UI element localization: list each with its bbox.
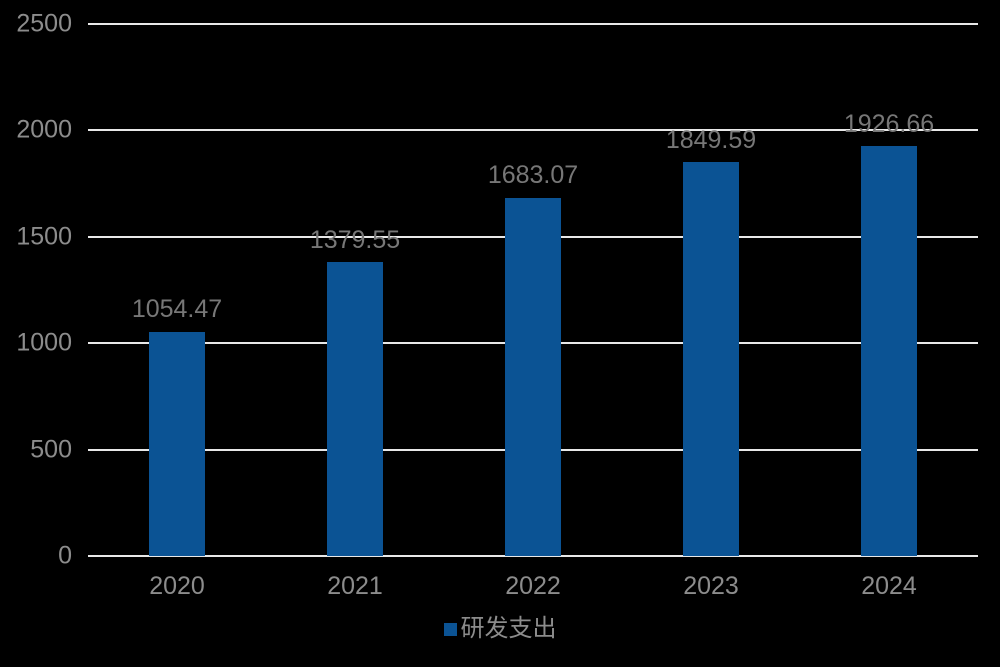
x-axis-label-2021: 2021 [327, 572, 383, 600]
x-axis-label-2024: 2024 [861, 572, 917, 600]
y-axis-tick-label: 1500 [16, 222, 72, 251]
bar-2023 [683, 162, 739, 556]
gridline [88, 23, 978, 25]
x-axis-label-2023: 2023 [683, 572, 739, 600]
bar-2021 [327, 262, 383, 556]
gridline [88, 555, 978, 557]
value-label-2021: 1379.55 [309, 225, 401, 254]
plot-area: 1054.47 2020 1379.55 2021 1683.07 2022 1849.59… [88, 23, 978, 600]
bar-2022 [505, 197, 561, 556]
y-axis-tick-label: 1000 [16, 328, 72, 357]
y-axis: 0 500 1000 1500 2000 2500 [0, 11, 72, 568]
square-swatch-icon [443, 622, 457, 636]
value-label-2022: 1683.07 [487, 161, 579, 190]
y-axis-tick-label: 500 [30, 435, 72, 464]
y-axis-tick-label: 2000 [16, 115, 72, 144]
legend: 研发支出 [0, 615, 1000, 642]
bar-2024 [861, 146, 917, 556]
y-axis-tick-label: 2500 [16, 9, 72, 38]
x-axis-label-2020: 2020 [149, 572, 205, 600]
x-axis-label-2022: 2022 [505, 572, 561, 600]
value-label-2023: 1849.59 [665, 125, 757, 154]
legend-label: 研发支出 [460, 615, 557, 642]
bar-2020 [149, 331, 205, 556]
value-label-2020: 1054.47 [131, 295, 223, 324]
value-label-2024: 1926.66 [843, 109, 935, 138]
y-axis-tick-label: 0 [58, 541, 72, 570]
gridline [88, 129, 978, 132]
